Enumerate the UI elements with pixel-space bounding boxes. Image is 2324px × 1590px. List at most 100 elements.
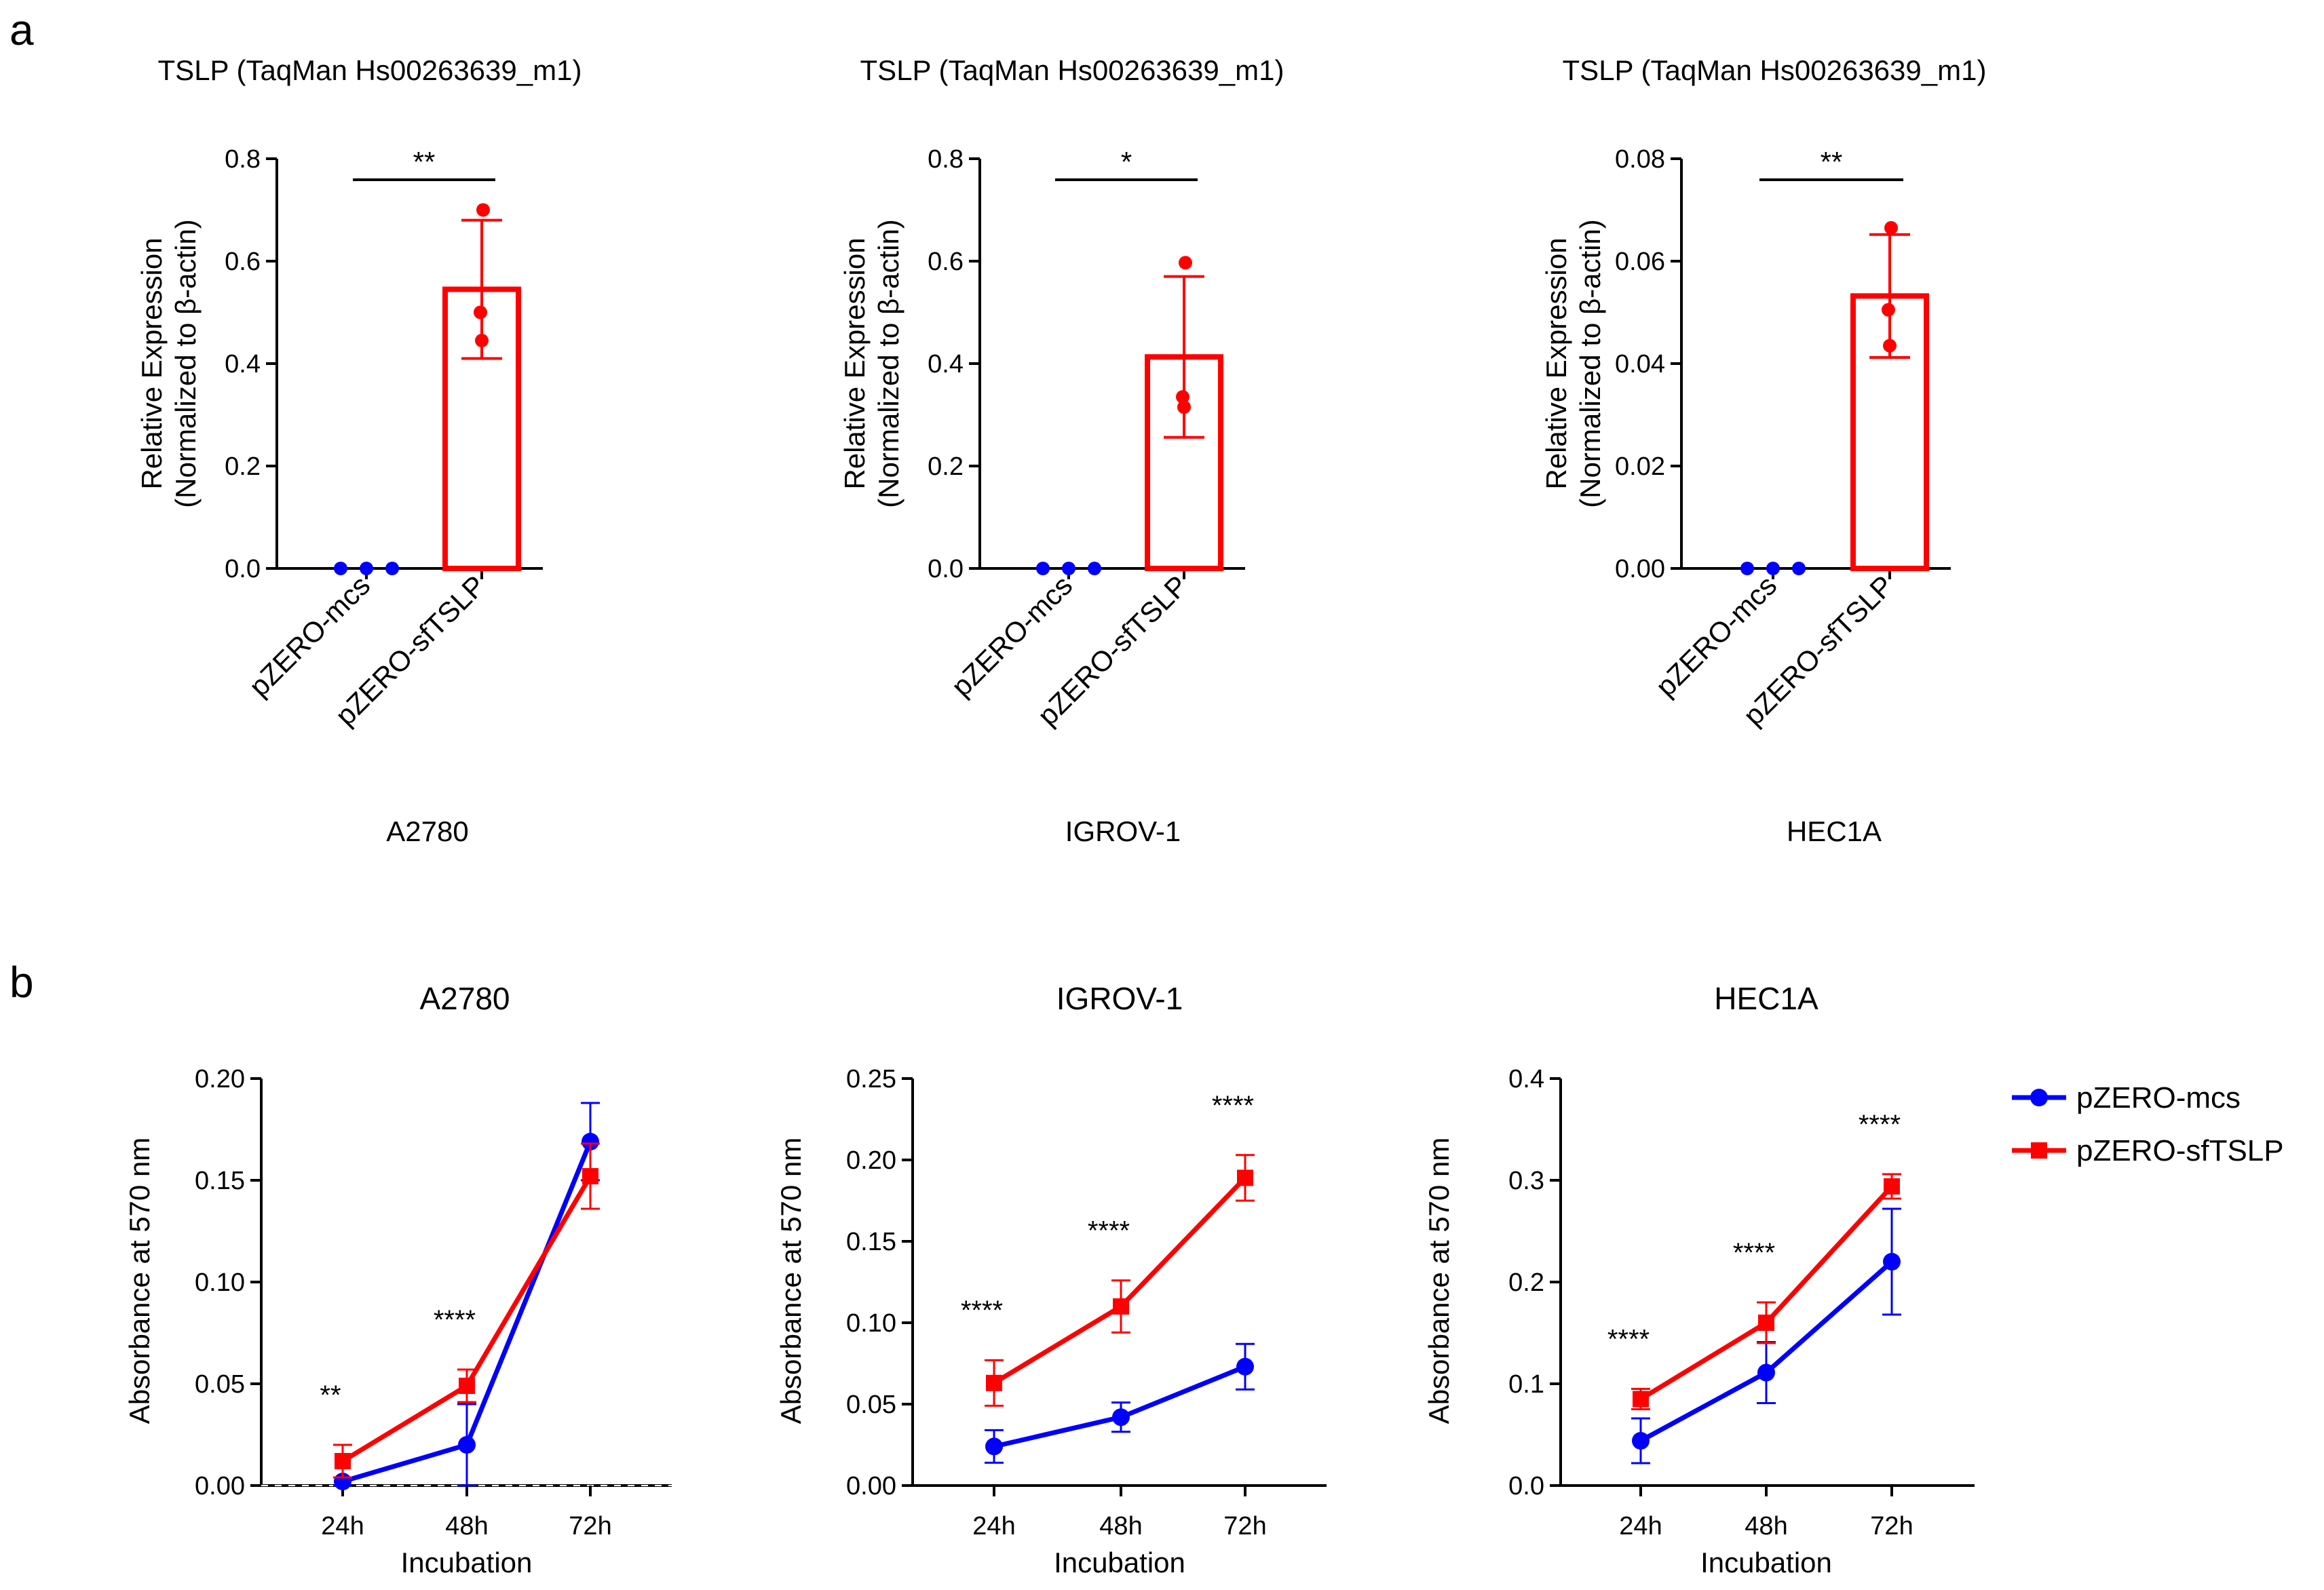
x-tick-label: 24h — [321, 1512, 364, 1540]
y-tick-label: 0.3 — [1508, 1167, 1544, 1195]
y-tick-label: 0.1 — [1508, 1370, 1544, 1399]
x-tick-label: 72h — [569, 1512, 611, 1540]
charts-group: TSLP (TaqMan Hs00263639_m1) Relative Expr… — [123, 54, 1986, 1578]
chart-title: HEC1A — [1714, 981, 1818, 1016]
y-axis-label-line2: (Normalized to β-actin) — [170, 219, 202, 508]
legend: pZERO-mcs pZERO-sfTSLP — [2012, 1081, 2284, 1167]
y-tick-label: 0.25 — [846, 1065, 896, 1093]
panel-a-label: a — [9, 5, 34, 54]
significance-label: **** — [1859, 1110, 1901, 1140]
data-point-sftslp — [1758, 1315, 1774, 1331]
data-point-sftslp — [335, 1453, 351, 1469]
chart-title: A2780 — [419, 981, 510, 1016]
bar-chart-a1: TSLP (TaqMan Hs00263639_m1) Relative Expr… — [136, 54, 582, 847]
y-tick-label: 0.02 — [1615, 452, 1665, 481]
chart-title: TSLP (TaqMan Hs00263639_m1) — [860, 54, 1284, 86]
y-tick-label: 0.00 — [195, 1472, 245, 1500]
significance-label: ** — [413, 146, 436, 178]
data-point-sftslp — [1884, 220, 1898, 235]
data-point-sftslp — [1179, 256, 1192, 270]
y-tick-label: 0.20 — [195, 1065, 245, 1093]
y-tick-label: 0.20 — [846, 1146, 896, 1175]
significance-label: **** — [1733, 1238, 1775, 1268]
x-tick-label: 72h — [1870, 1512, 1913, 1540]
data-point-sftslp — [475, 334, 489, 348]
data-point-mcs — [360, 562, 373, 575]
data-point-sftslp — [1237, 1169, 1253, 1186]
chart-title: TSLP (TaqMan Hs00263639_m1) — [1563, 54, 1987, 86]
data-point-mcs — [334, 562, 347, 575]
y-tick-label: 0.08 — [1615, 145, 1665, 174]
y-tick-label: 0.05 — [846, 1391, 896, 1419]
y-tick-label: 0.2 — [1508, 1268, 1544, 1297]
y-tick-label: 0.8 — [928, 145, 964, 174]
legend-label: pZERO-sfTSLP — [2076, 1134, 2284, 1167]
y-tick-label: 0.06 — [1615, 248, 1665, 276]
y-tick-label: 0.6 — [225, 248, 261, 276]
data-point-sftslp — [459, 1378, 475, 1394]
y-tick-label: 0.2 — [225, 452, 261, 481]
data-point-mcs — [1112, 1408, 1130, 1427]
y-axis-label: Absorbance at 570 nm — [1423, 1138, 1455, 1424]
x-tick-label: 48h — [445, 1512, 488, 1540]
y-tick-label: 0.6 — [928, 248, 964, 276]
significance-label: * — [1121, 146, 1132, 178]
x-tick-label: 48h — [1745, 1512, 1787, 1540]
data-point-sftslp — [474, 305, 487, 319]
panel-b-label: b — [9, 958, 34, 1007]
y-axis-label-line1: Relative Expression — [839, 237, 871, 489]
data-point-mcs — [1632, 1432, 1650, 1450]
y-axis-label: Absorbance at 570 nm — [775, 1138, 807, 1424]
significance-label: ** — [320, 1380, 341, 1410]
data-point-sftslp — [1633, 1391, 1649, 1408]
data-point-mcs — [1766, 562, 1780, 575]
significance-label: **** — [961, 1296, 1003, 1325]
series-line-mcs — [993, 1364, 1246, 1449]
data-point-mcs — [1236, 1357, 1254, 1376]
data-point-mcs — [985, 1437, 1003, 1456]
cell-line-label: IGROV-1 — [1065, 815, 1181, 847]
significance-label: **** — [1088, 1216, 1130, 1246]
data-point-sftslp — [1884, 1178, 1900, 1195]
x-tick-label: 72h — [1223, 1512, 1266, 1540]
y-tick-label: 0.00 — [846, 1472, 896, 1500]
legend-label: pZERO-mcs — [2076, 1081, 2241, 1114]
chart-title: IGROV-1 — [1056, 981, 1183, 1016]
x-axis-label: Incubation — [1700, 1547, 1832, 1578]
chart-title: TSLP (TaqMan Hs00263639_m1) — [158, 54, 582, 86]
data-point-sftslp — [1883, 338, 1897, 353]
y-tick-label: 0.15 — [846, 1228, 896, 1256]
y-axis-label-line1: Relative Expression — [136, 237, 168, 489]
line-chart-b2: IGROV-1 Absorbance at 570 nm 0.00 0.05 0.10 0… — [775, 981, 1327, 1578]
data-point-sftslp — [986, 1374, 1002, 1391]
x-axis-label: Incubation — [401, 1547, 533, 1578]
data-point-mcs — [458, 1436, 476, 1454]
bar-chart-a2: TSLP (TaqMan Hs00263639_m1) Relative Expr… — [839, 54, 1284, 847]
y-axis-label-line2: (Normalized to β-actin) — [873, 219, 904, 508]
significance-label: **** — [1607, 1325, 1650, 1355]
data-point-sftslp — [582, 1168, 598, 1184]
x-axis-label: Incubation — [1054, 1547, 1185, 1578]
x-tick-label: 48h — [1099, 1512, 1142, 1540]
line-chart-b3: HEC1A Absorbance at 570 nm 0.0 0.1 0.2 0.3 0.4… — [1423, 981, 1975, 1578]
data-point-mcs — [1088, 562, 1101, 575]
data-point-mcs — [1757, 1363, 1775, 1382]
y-tick-label: 0.10 — [846, 1309, 896, 1338]
data-point-sftslp — [1176, 390, 1189, 404]
data-point-sftslp — [476, 203, 490, 217]
bar-chart-a3: TSLP (TaqMan Hs00263639_m1) Relative Expr… — [1540, 54, 1986, 847]
y-tick-label: 0.00 — [1615, 555, 1665, 583]
legend-marker-circle — [2030, 1089, 2048, 1106]
cell-line-label: HEC1A — [1787, 815, 1882, 847]
y-tick-label: 0.0 — [225, 555, 261, 583]
data-point-mcs — [385, 562, 399, 575]
data-point-mcs — [1036, 562, 1050, 575]
data-point-mcs — [582, 1133, 599, 1150]
y-tick-label: 0.15 — [195, 1167, 245, 1195]
y-tick-label: 0.0 — [1508, 1472, 1544, 1500]
data-point-sftslp — [1113, 1298, 1129, 1315]
y-tick-label: 0.4 — [225, 350, 261, 379]
y-axis-label-line1: Relative Expression — [1540, 237, 1572, 489]
y-tick-label: 0.4 — [928, 350, 964, 379]
